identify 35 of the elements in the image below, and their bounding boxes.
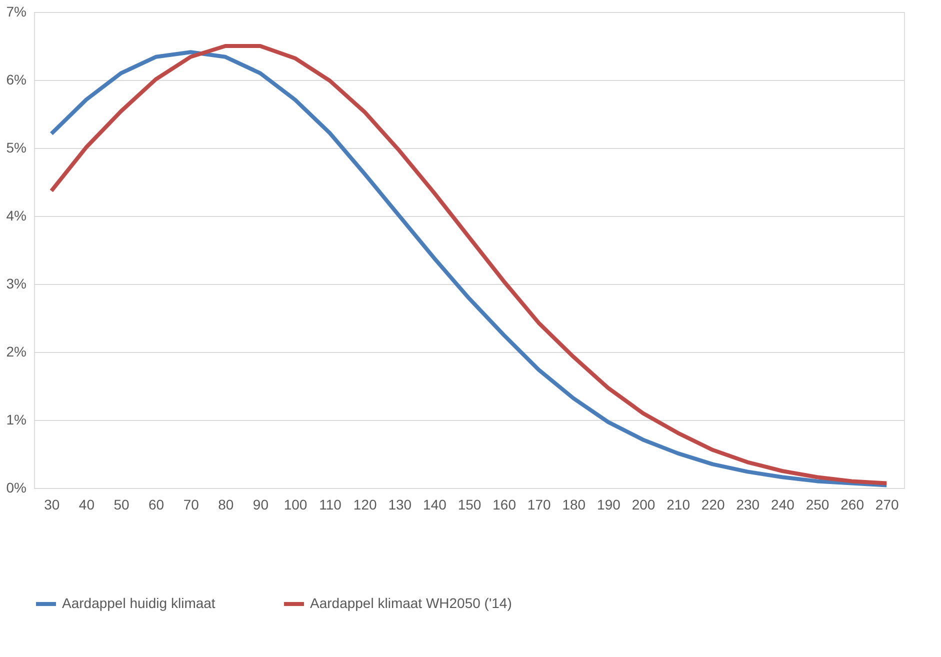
x-tick-label: 70 [183,496,200,512]
y-tick-label: 3% [6,276,26,292]
x-tick-label: 210 [666,496,690,512]
y-tick-label: 0% [6,480,26,496]
x-tick-label: 140 [423,496,447,512]
x-tick-label: 250 [806,496,830,512]
x-tick-label: 180 [562,496,586,512]
x-tick-label: 170 [527,496,551,512]
x-tick-label: 190 [597,496,621,512]
x-tick-label: 260 [840,496,864,512]
y-tick-label: 2% [6,344,26,360]
x-tick-label: 100 [284,496,308,512]
y-tick-label: 6% [6,72,26,88]
x-tick-label: 230 [736,496,760,512]
x-tick-label: 130 [388,496,412,512]
x-tick-label: 60 [148,496,164,512]
y-tick-label: 5% [6,140,26,156]
x-tick-label: 120 [353,496,377,512]
y-tick-label: 7% [6,4,26,20]
x-tick-label: 270 [875,496,899,512]
y-tick-label: 4% [6,208,26,224]
x-tick-label: 110 [319,496,342,512]
legend-label: Aardappel huidig klimaat [62,595,216,611]
x-tick-label: 30 [44,496,60,512]
x-tick-label: 40 [78,496,95,512]
x-tick-label: 160 [492,496,516,512]
legend-label: Aardappel klimaat WH2050 ('14) [310,595,512,611]
x-tick-label: 220 [701,496,725,512]
x-tick-label: 80 [218,496,234,512]
x-tick-label: 150 [458,496,482,512]
x-tick-label: 50 [114,496,130,512]
x-tick-label: 240 [771,496,795,512]
y-tick-label: 1% [6,412,26,428]
x-tick-label: 90 [252,496,269,512]
x-tick-label: 200 [632,496,656,512]
